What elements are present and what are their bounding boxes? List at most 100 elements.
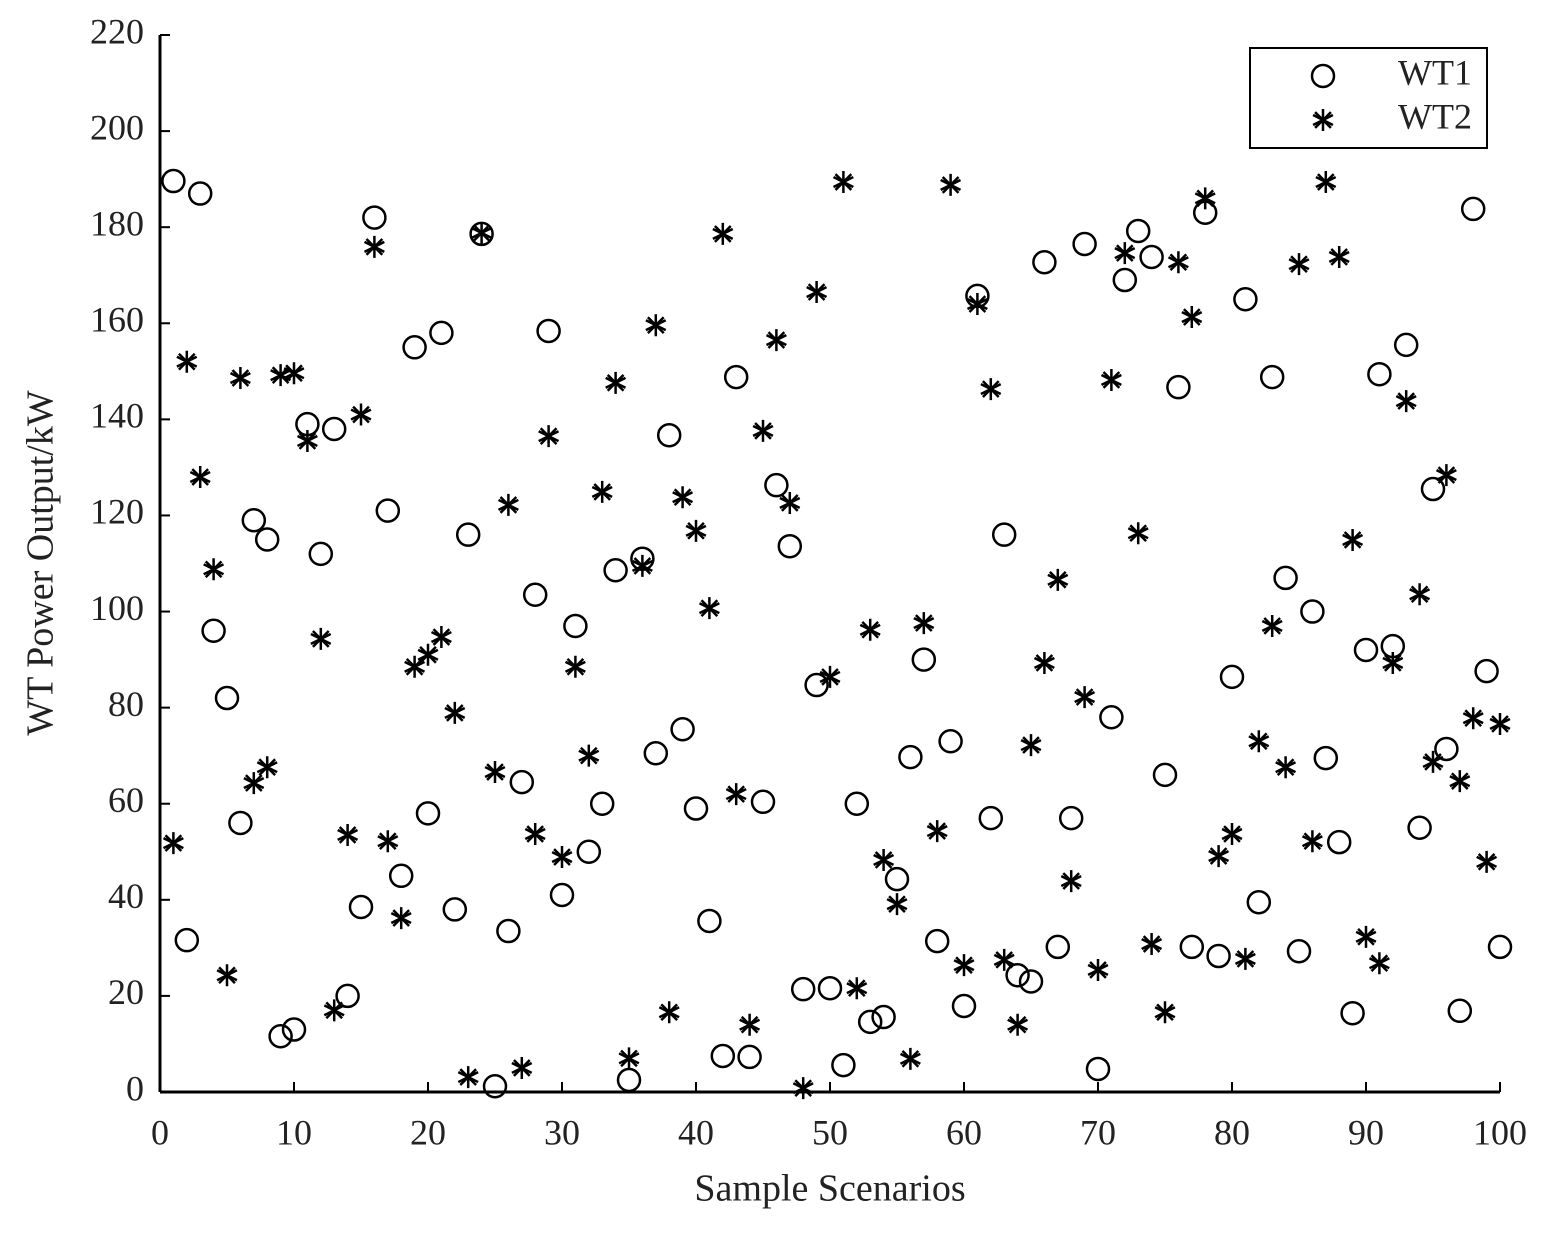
circle-marker [549,882,575,908]
star-marker [162,832,184,855]
circle-marker [831,1052,856,1078]
star-marker [1382,651,1404,674]
circle-marker [321,416,347,442]
circle-marker [710,1043,736,1069]
x-tick-label: 100 [1473,1112,1527,1152]
circle-marker [1353,637,1379,663]
star-marker [564,655,586,678]
star-marker [645,314,667,337]
star-marker [417,643,439,666]
star-marker [779,491,801,514]
star-marker [1301,830,1323,853]
star-marker [243,772,265,795]
star-marker [1476,850,1498,873]
x-axis-label: Sample Scenarios [694,1168,965,1210]
star-marker [1409,583,1431,606]
y-tick-label: 160 [90,300,144,340]
circle-marker [1032,250,1057,275]
circle-marker [375,498,401,523]
star-marker [1449,770,1471,793]
circle-marker [1393,332,1419,358]
star-marker [1315,171,1337,194]
star-marker [672,486,694,509]
circle-marker [1259,364,1285,390]
circle-marker [938,729,963,754]
star-marker [698,597,720,620]
star-marker [658,1001,680,1024]
circle-marker [1246,889,1272,915]
y-tick-label: 180 [90,203,144,243]
circle-marker [616,1067,642,1093]
circle-marker [857,1009,883,1035]
legend-marker [1312,109,1334,131]
star-marker [631,554,653,577]
star-marker [270,364,292,387]
circle-marker [241,508,267,533]
star-marker [189,466,211,489]
circle-marker [281,1017,307,1042]
circle-marker [589,791,615,816]
star-marker [1288,253,1310,276]
star-marker [1342,528,1364,551]
circle-marker [777,533,803,559]
star-marker [1368,952,1390,975]
circle-marker [268,1024,293,1049]
circle-marker [1367,361,1392,387]
circle-marker [563,613,588,639]
circle-marker [1273,565,1298,591]
star-marker [229,367,251,390]
circle-marker [978,805,1004,831]
circle-marker [1420,476,1446,502]
y-tick-label: 40 [108,876,144,916]
star-marker [1194,187,1216,210]
circle-marker [1460,196,1486,222]
x-tick-label: 30 [544,1112,580,1152]
circle-marker [429,320,454,346]
star-marker [578,744,600,767]
star-marker [953,954,975,977]
x-tick-label: 40 [678,1112,714,1152]
star-marker [390,907,412,930]
star-marker [913,612,935,635]
star-marker [1234,947,1256,970]
circle-marker [228,810,253,836]
star-marker [497,493,519,516]
star-marker [323,999,345,1022]
star-marker [752,419,774,442]
star-marker [1462,707,1484,730]
star-marker [966,293,988,316]
circle-marker [576,839,602,865]
star-marker [377,830,399,853]
star-marker [296,429,318,452]
y-tick-label: 120 [90,492,144,532]
circle-marker [670,717,695,742]
circle-marker [817,975,843,1001]
circle-marker [683,796,709,821]
circle-marker [1286,938,1312,964]
legend-label: WT2 [1398,96,1472,136]
circle-marker [482,1073,508,1099]
star-marker [792,1077,814,1100]
star-marker [1181,306,1203,329]
circle-marker [496,918,521,944]
x-tick-label: 70 [1080,1112,1116,1152]
star-marker [444,701,466,724]
circle-marker [750,789,776,815]
circle-marker [201,618,226,644]
star-marker [940,173,962,196]
star-marker [899,1047,921,1070]
circle-marker [348,894,374,920]
star-marker [1328,245,1350,268]
circle-marker [402,335,427,360]
circle-marker [737,1044,762,1070]
star-marker [1261,614,1283,637]
circle-marker [1179,934,1205,960]
star-marker [1007,1013,1029,1036]
y-tick-label: 80 [108,684,144,724]
star-marker [980,378,1002,401]
circle-marker [442,897,468,922]
star-marker [1248,730,1270,753]
circle-marker [1112,267,1138,293]
star-marker [712,222,734,245]
y-tick-label: 60 [108,780,144,820]
